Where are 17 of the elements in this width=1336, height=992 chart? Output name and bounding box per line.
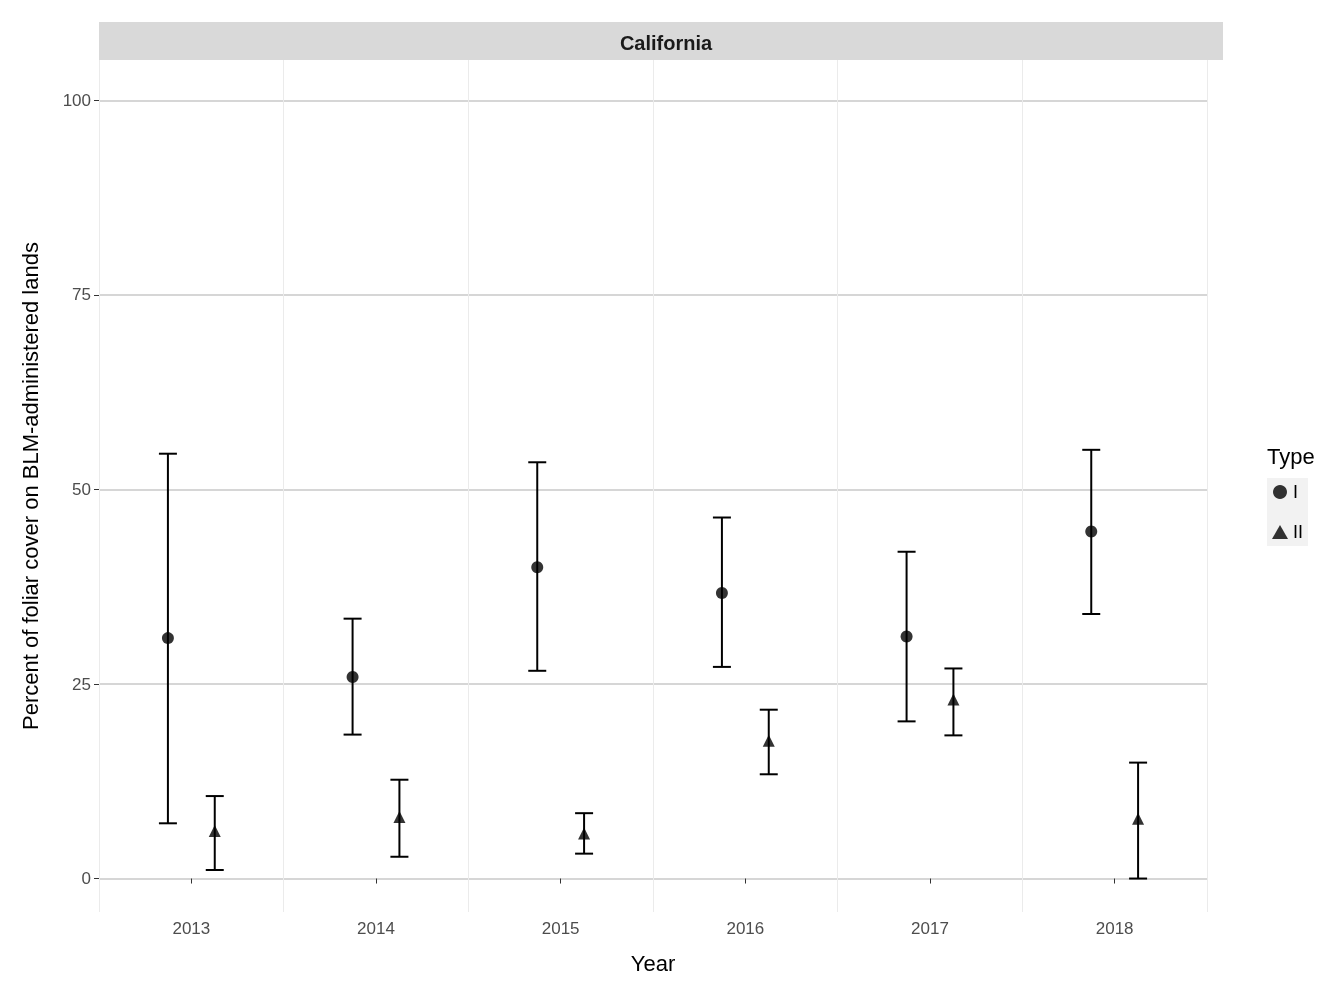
x-tick-label: 2018 [1095, 919, 1134, 938]
x-tick-label: 2017 [911, 919, 949, 938]
legend-label: I [1293, 482, 1299, 502]
x-axis-title: Year [630, 950, 676, 976]
y-tick-label: 100 [62, 90, 91, 110]
y-tick-label: 25 [72, 674, 91, 694]
x-tick-label: 2014 [357, 919, 395, 938]
x-tick-label: 2016 [726, 919, 765, 938]
y-axis-title: Percent of foliar cover on BLM-administered lands [17, 242, 43, 730]
y-tick-label: 50 [72, 480, 91, 499]
y-tick-label: 75 [72, 285, 91, 305]
x-tick-label: 2015 [541, 919, 580, 938]
legend-title: Type [1267, 443, 1315, 469]
x-tick-label: 2013 [172, 919, 211, 938]
chart-title: California [619, 32, 713, 54]
y-tick-label: 0 [81, 869, 91, 889]
legend-label: II [1293, 522, 1304, 542]
